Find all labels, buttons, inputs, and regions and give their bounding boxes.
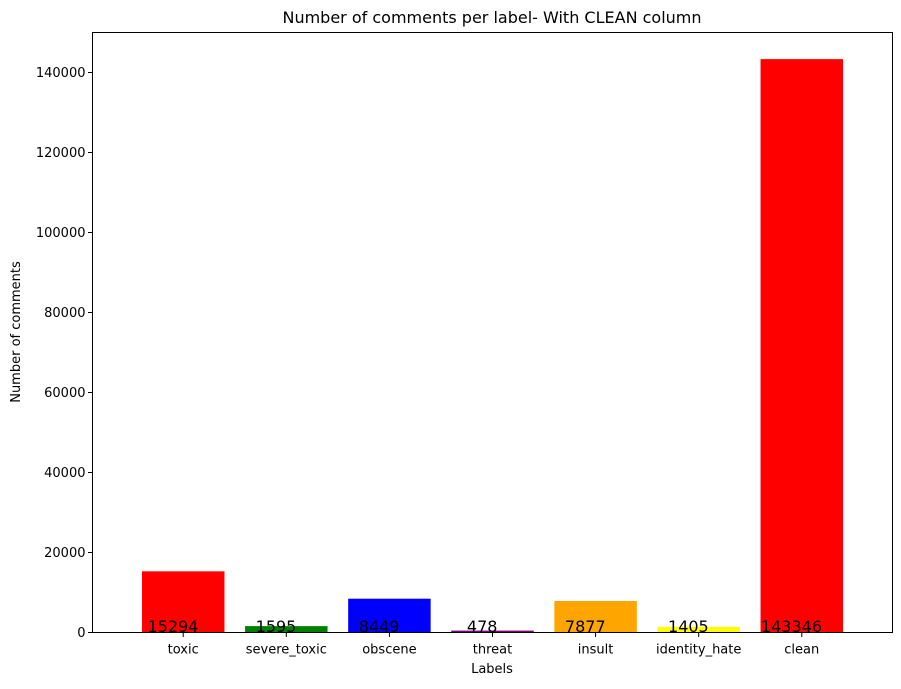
y-axis-label: Number of comments [9, 261, 24, 403]
x-axis-label: Labels [471, 662, 513, 677]
bar-threat [451, 630, 534, 633]
x-axis: toxic severe_toxic obscene threat insult iden… [168, 632, 819, 658]
data-labels-layer: 15294 1595 8449 478 7877 1405 143346 [147, 617, 822, 636]
data-label-clean: 143346 [761, 617, 822, 636]
bars-layer [141, 59, 844, 633]
y-tick-label: 100000 [36, 226, 86, 241]
x-tick-label-severe_toxic: severe_toxic [246, 643, 327, 658]
y-tick-label: 120000 [36, 146, 86, 161]
y-tick-label: 60000 [44, 386, 85, 401]
x-tick-label-clean: clean [784, 643, 819, 658]
y-axis: 0 20000 40000 60000 80000 100000 120000 140000 [36, 66, 93, 641]
y-tick-label: 20000 [44, 546, 85, 561]
y-tick-label: 0 [77, 626, 85, 641]
data-label-toxic: 15294 [147, 617, 198, 636]
y-tick-label: 140000 [36, 66, 86, 81]
data-label-insult: 7877 [565, 617, 606, 636]
x-tick-label-insult: insult [578, 643, 614, 658]
bar-clean [760, 59, 844, 633]
x-tick-label-toxic: toxic [168, 643, 199, 658]
bar-severe_toxic [245, 626, 328, 633]
data-label-threat: 478 [467, 617, 498, 636]
x-tick-label-threat: threat [473, 643, 512, 658]
x-tick-label-obscene: obscene [362, 643, 416, 658]
x-tick-label-identity_hate: identity_hate [656, 643, 741, 658]
data-label-severe_toxic: 1595 [256, 617, 297, 636]
data-label-obscene: 8449 [359, 617, 400, 636]
y-tick-label: 80000 [44, 306, 85, 321]
y-tick-label: 40000 [44, 466, 85, 481]
bar-insult [554, 600, 637, 633]
bar-obscene [348, 598, 431, 633]
bar-toxic [141, 571, 225, 633]
chart-title: Number of comments per label- With CLEAN… [282, 8, 701, 27]
data-label-identity_hate: 1405 [668, 617, 709, 636]
bar-identity_hate [657, 626, 740, 633]
plot-frame [92, 32, 893, 633]
